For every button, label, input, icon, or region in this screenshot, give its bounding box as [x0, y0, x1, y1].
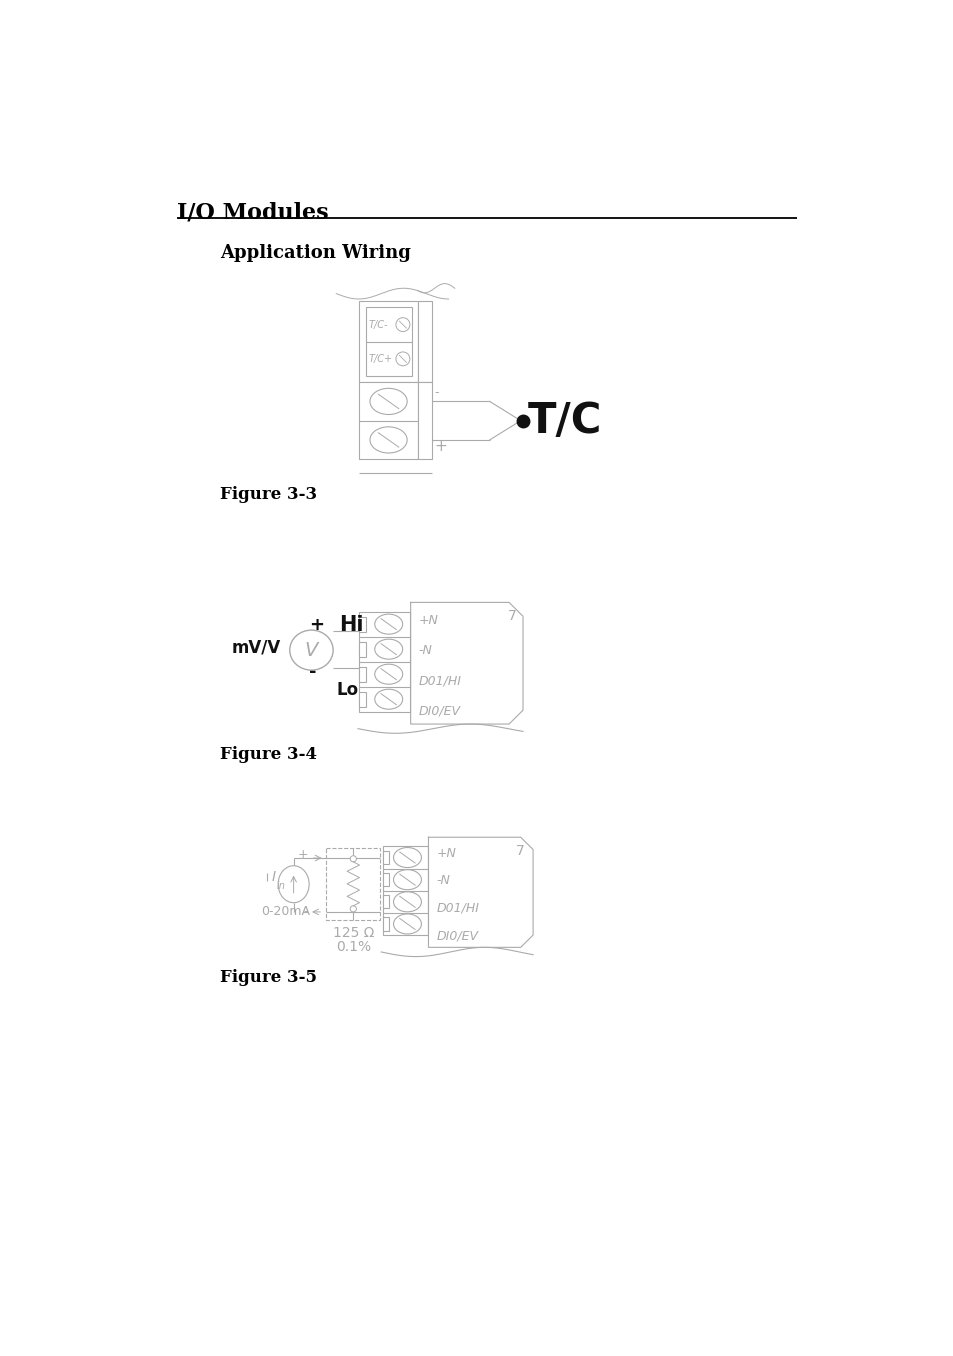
- Ellipse shape: [370, 427, 407, 453]
- Bar: [382, 852, 389, 864]
- Bar: [417, 301, 431, 382]
- Bar: [359, 301, 417, 382]
- Text: 7: 7: [516, 843, 524, 858]
- Ellipse shape: [393, 848, 421, 868]
- Text: Hi: Hi: [339, 616, 364, 636]
- Text: Figure 3-3: Figure 3-3: [220, 485, 316, 503]
- Text: -N: -N: [418, 644, 432, 656]
- Bar: [417, 382, 431, 460]
- Text: +N: +N: [418, 613, 437, 626]
- Ellipse shape: [375, 639, 402, 659]
- Ellipse shape: [393, 914, 421, 934]
- Text: +: +: [297, 848, 308, 861]
- Text: Figure 3-4: Figure 3-4: [220, 746, 316, 762]
- Text: 0.1%: 0.1%: [335, 940, 371, 953]
- Text: I/O Modules: I/O Modules: [177, 201, 329, 224]
- Text: mV/V: mV/V: [232, 639, 280, 656]
- Text: Lo: Lo: [336, 681, 358, 698]
- Text: +: +: [309, 617, 324, 635]
- Text: -N: -N: [436, 875, 450, 887]
- Text: +: +: [434, 439, 446, 454]
- Bar: [359, 382, 417, 460]
- Text: -: -: [434, 386, 438, 399]
- Text: T/C+: T/C+: [369, 354, 393, 363]
- Text: V: V: [304, 640, 317, 659]
- Text: Figure 3-5: Figure 3-5: [220, 970, 316, 986]
- Ellipse shape: [370, 388, 407, 415]
- Text: DI0/EV: DI0/EV: [418, 705, 460, 717]
- Text: 7: 7: [507, 609, 516, 624]
- Text: -: -: [303, 904, 307, 918]
- Bar: [359, 641, 365, 656]
- Bar: [359, 692, 365, 706]
- Ellipse shape: [393, 892, 421, 911]
- Text: Application Wiring: Application Wiring: [220, 244, 411, 262]
- Text: T/C: T/C: [527, 400, 601, 442]
- Bar: [365, 308, 412, 376]
- Text: +N: +N: [436, 846, 456, 860]
- Circle shape: [350, 906, 356, 913]
- Ellipse shape: [375, 614, 402, 635]
- Circle shape: [395, 317, 410, 332]
- Text: D01/HI: D01/HI: [436, 902, 478, 915]
- Text: 125 Ω: 125 Ω: [333, 926, 374, 941]
- Bar: [359, 612, 410, 712]
- Bar: [382, 846, 427, 936]
- Circle shape: [395, 353, 410, 366]
- Ellipse shape: [290, 631, 333, 670]
- Bar: [326, 848, 380, 919]
- Ellipse shape: [375, 689, 402, 709]
- Bar: [382, 917, 389, 930]
- Bar: [359, 667, 365, 682]
- Text: D01/HI: D01/HI: [418, 674, 461, 687]
- Text: DI0/EV: DI0/EV: [436, 929, 477, 942]
- Text: T/C-: T/C-: [369, 320, 388, 330]
- Ellipse shape: [375, 664, 402, 685]
- Ellipse shape: [393, 869, 421, 890]
- Text: 0-20mA: 0-20mA: [261, 904, 310, 918]
- Text: in: in: [276, 881, 285, 891]
- Bar: [382, 895, 389, 909]
- Circle shape: [350, 856, 356, 862]
- Bar: [382, 873, 389, 887]
- Text: -: -: [309, 663, 316, 681]
- Bar: [359, 617, 365, 632]
- Text: I: I: [272, 869, 275, 884]
- Ellipse shape: [278, 865, 309, 903]
